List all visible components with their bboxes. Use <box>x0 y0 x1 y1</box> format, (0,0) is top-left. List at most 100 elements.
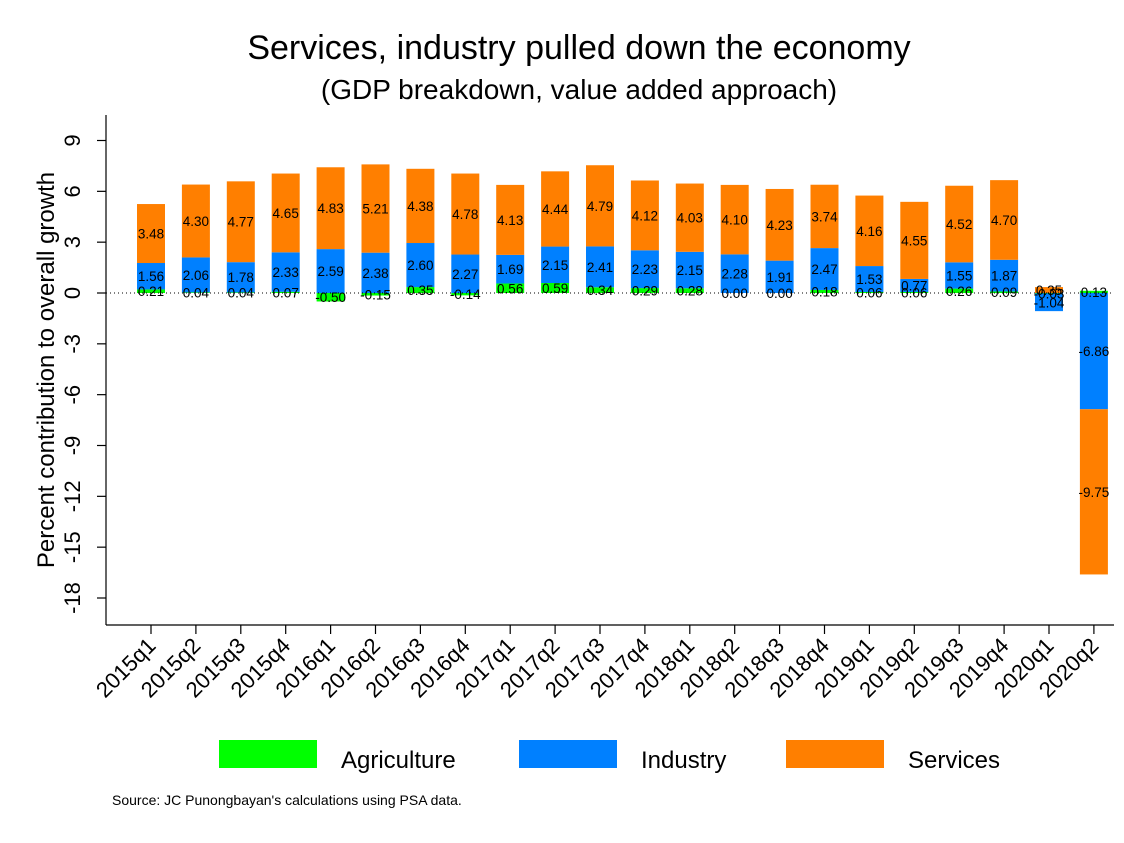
data-label-services-2016q1: 4.83 <box>317 201 343 216</box>
bar-industry-2016q3 <box>406 243 435 288</box>
data-label-agriculture-2020q1: -0.03 <box>1034 286 1065 301</box>
bar-industry-2017q4 <box>630 250 659 289</box>
data-label-agriculture-2018q3: 0.00 <box>766 286 792 301</box>
bar-agriculture-2016q1 <box>316 293 345 302</box>
bar-services-2015q4 <box>271 173 300 253</box>
bar-services-2018q2 <box>720 184 749 255</box>
chart-title: Services, industry pulled down the econo… <box>247 29 911 67</box>
data-label-industry-2019q2: 0.77 <box>901 278 927 293</box>
legend-label-services: Services <box>908 747 1000 774</box>
bar-industry-2015q4 <box>271 252 300 292</box>
bar-agriculture-2017q2 <box>541 283 570 293</box>
data-label-services-2015q1: 3.48 <box>138 227 164 242</box>
data-label-agriculture-2019q1: 0.06 <box>856 285 882 300</box>
y-tick-label: 6 <box>60 185 85 197</box>
data-label-industry-2016q2: 2.38 <box>362 266 388 281</box>
data-label-agriculture-2018q4: 0.18 <box>811 284 837 299</box>
bar-agriculture-2017q3 <box>586 287 614 293</box>
data-label-industry-2019q1: 1.53 <box>856 272 882 287</box>
data-label-services-2016q4: 4.78 <box>452 207 478 222</box>
data-label-agriculture-2017q3: 0.34 <box>587 283 614 298</box>
data-label-industry-2015q3: 1.78 <box>228 270 254 285</box>
data-label-services-2015q2: 4.30 <box>183 214 209 229</box>
bar-agriculture-2017q1 <box>496 283 525 293</box>
bar-services-2019q3 <box>945 185 974 263</box>
y-tick-label: -15 <box>60 531 85 563</box>
data-label-services-2018q2: 4.10 <box>722 213 748 228</box>
bar-industry-2016q2 <box>361 252 390 293</box>
bar-agriculture-2019q3 <box>945 288 974 293</box>
y-tick-label: 9 <box>60 134 85 146</box>
data-label-industry-2017q3: 2.41 <box>587 260 613 275</box>
bar-industry-2018q3 <box>765 260 794 293</box>
bar-agriculture-2015q2 <box>181 292 210 293</box>
x-axis-ticks: 2015q12015q22015q32015q42016q12016q22016… <box>91 625 1103 702</box>
bar-agriculture-2016q2 <box>361 293 390 296</box>
data-label-industry-2020q1: -1.04 <box>1034 295 1065 310</box>
data-label-agriculture-2020q2: 0.13 <box>1081 285 1107 300</box>
data-label-services-2018q4: 3.74 <box>811 209 838 224</box>
data-label-industry-2018q2: 2.28 <box>722 267 748 282</box>
y-tick-label: -18 <box>60 582 85 614</box>
bar-industry-2019q3 <box>945 262 974 289</box>
bar-services-2019q4 <box>990 180 1019 260</box>
data-label-services-2015q3: 4.77 <box>228 215 254 230</box>
bar-services-2015q3 <box>226 181 255 263</box>
data-label-industry-2015q1: 1.56 <box>138 269 164 284</box>
data-label-industry-2019q4: 1.87 <box>991 269 1017 284</box>
data-label-industry-2015q4: 2.33 <box>273 265 299 280</box>
bar-industry-2020q1 <box>1035 293 1063 312</box>
bar-agriculture-2020q2 <box>1079 290 1108 293</box>
bar-agriculture-2017q4 <box>630 288 659 293</box>
bar-agriculture-2019q1 <box>855 291 884 293</box>
bar-services-2018q1 <box>675 183 704 252</box>
bar-services-2019q1 <box>855 195 884 267</box>
bar-industry-2020q2 <box>1079 293 1108 410</box>
data-label-services-2019q3: 4.52 <box>946 217 972 232</box>
bars-layer <box>137 164 1108 575</box>
data-label-industry-2018q4: 2.47 <box>811 262 837 277</box>
data-label-services-2017q3: 4.79 <box>587 199 613 214</box>
bar-industry-2019q4 <box>990 259 1019 292</box>
y-tick-label: -3 <box>60 334 85 354</box>
data-labels-layer: 0.211.563.480.042.064.300.041.784.770.07… <box>138 199 1109 500</box>
bar-agriculture-2019q2 <box>900 291 929 293</box>
data-label-services-2015q4: 4.65 <box>273 206 299 221</box>
legend-label-industry: Industry <box>641 747 726 774</box>
source-note: Source: JC Punongbayan's calculations us… <box>112 792 462 808</box>
data-label-services-2016q3: 4.38 <box>407 199 433 214</box>
data-label-industry-2018q1: 2.15 <box>677 263 703 278</box>
data-label-agriculture-2016q1: -0.50 <box>315 290 346 305</box>
data-label-agriculture-2015q3: 0.04 <box>228 286 255 301</box>
data-label-industry-2018q3: 1.91 <box>766 270 792 285</box>
bar-industry-2016q1 <box>316 249 345 293</box>
data-label-services-2017q2: 4.44 <box>542 202 569 217</box>
data-label-agriculture-2019q4: 0.09 <box>991 285 1017 300</box>
bar-services-2019q2 <box>900 201 929 279</box>
bar-agriculture-2018q1 <box>675 288 704 293</box>
y-axis-ticks: 9 6 3 0 -3 -6 -9 -12 -15 -18 <box>60 134 106 614</box>
y-axis-title: Percent contribution to overall growth <box>33 172 60 568</box>
data-label-services-2019q4: 4.70 <box>991 213 1017 228</box>
y-tick-label: 0 <box>60 287 85 299</box>
bar-industry-2017q3 <box>586 246 614 288</box>
data-label-agriculture-2016q3: 0.35 <box>407 283 433 298</box>
bar-agriculture-2016q4 <box>451 293 480 296</box>
bar-industry-2017q2 <box>541 246 570 284</box>
data-label-services-2017q1: 4.13 <box>497 213 523 228</box>
bar-agriculture-2018q4 <box>810 289 839 293</box>
data-label-industry-2016q1: 2.59 <box>317 264 343 279</box>
bar-industry-2019q2 <box>900 278 929 292</box>
data-label-agriculture-2018q1: 0.28 <box>677 284 703 299</box>
bar-industry-2019q1 <box>855 266 884 292</box>
bar-industry-2015q3 <box>226 262 255 293</box>
data-label-agriculture-2018q2: 0.00 <box>722 286 748 301</box>
bar-services-2017q3 <box>586 165 614 247</box>
data-label-services-2016q2: 5.21 <box>362 202 388 217</box>
data-label-services-2020q2: -9.75 <box>1079 485 1110 500</box>
data-label-agriculture-2019q2: 0.06 <box>901 285 927 300</box>
data-label-agriculture-2019q3: 0.26 <box>946 284 972 299</box>
bar-industry-2016q4 <box>451 254 480 293</box>
bar-industry-2018q2 <box>720 254 749 293</box>
legend-swatch-agriculture <box>219 740 317 768</box>
